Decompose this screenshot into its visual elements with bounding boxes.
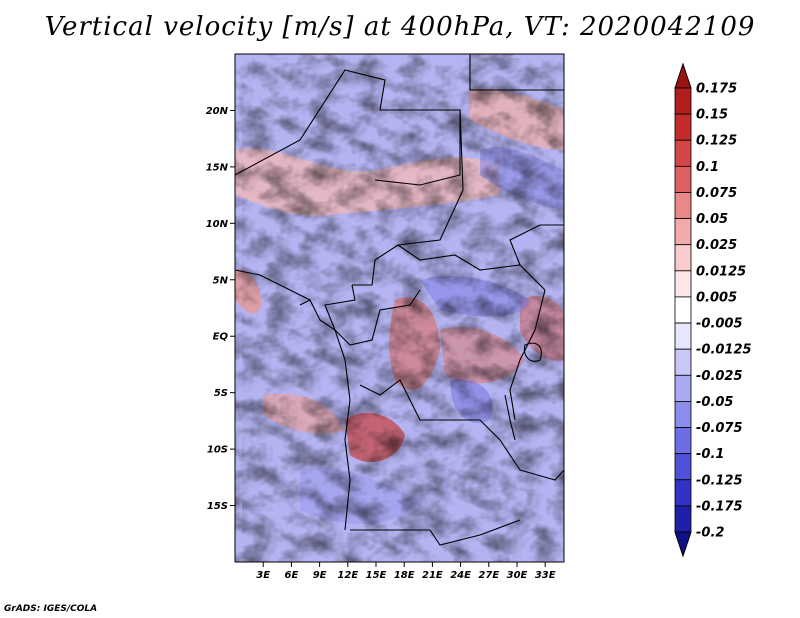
colorbar-label: 0.005 [696, 290, 737, 305]
x-tick-label: 18E [394, 570, 415, 581]
border-namibia-botswana [350, 519, 521, 546]
colorbar-label: 0.175 [696, 82, 737, 97]
border-angola-namibia [344, 439, 351, 531]
x-tick-label: 3E [256, 570, 270, 581]
colorbar-swatch [674, 348, 692, 376]
colorbar-swatch [674, 505, 692, 533]
x-tick-label: 6E [285, 570, 299, 581]
x-axis-ticks: 3E 6E 9E 12E 15E 18E 21E 24E 27E 30E 33E [256, 562, 556, 581]
colorbar-label: 0.05 [696, 212, 728, 227]
y-tick-label: 10N [206, 219, 229, 230]
colorbar-swatch [674, 165, 692, 193]
x-tick-label: 30E [507, 570, 528, 581]
y-tick-label: 5N [213, 275, 229, 286]
colorbar-label: -0.175 [696, 499, 743, 514]
colorbar-label: -0.2 [696, 526, 724, 541]
y-axis-ticks: 20N 15N 10N 5N EQ 5S 10S 15S [206, 106, 235, 512]
colorbar-swatch [674, 453, 692, 481]
grads-credit: GrADS: IGES/COLA [4, 604, 98, 614]
colorbar-swatch [674, 322, 692, 350]
colorbar-bottom-arrow [674, 531, 692, 558]
lake-tanganyika [504, 394, 516, 441]
y-tick-label: 10S [207, 445, 228, 456]
colorbar-label: 0.125 [696, 134, 737, 149]
colorbar-label: -0.125 [696, 473, 743, 488]
y-tick-label: 15N [206, 162, 229, 173]
colorbar-swatch [674, 139, 692, 167]
colorbar-swatch [674, 374, 692, 402]
colorbar: 0.175 0.15 0.125 0.1 0.075 0.05 0.025 0.0125 0.0… [674, 62, 752, 558]
x-tick-label: 9E [313, 570, 327, 581]
colorbar-label: -0.025 [696, 369, 743, 384]
y-tick-label: EQ [213, 332, 229, 343]
colorbar-swatch [674, 296, 692, 324]
colorbar-top-arrow [674, 62, 692, 89]
x-tick-label: 15E [366, 570, 387, 581]
border-drc-east [509, 289, 546, 421]
border-libya-egypt [469, 54, 564, 91]
country-borders [235, 54, 564, 546]
colorbar-swatch [674, 244, 692, 272]
colorbar-label: 0.0125 [696, 264, 746, 279]
map-title: Vertical velocity [m/s] at 400hPa, VT: 2… [44, 12, 756, 42]
colorbar-label: -0.05 [696, 395, 733, 410]
lake-victoria [523, 342, 542, 362]
colorbar-label: -0.075 [696, 421, 743, 436]
colorbar-label: 0.15 [696, 108, 728, 123]
colorbar-swatch [674, 192, 692, 219]
colorbar-label: -0.0125 [696, 343, 752, 358]
y-tick-label: 15S [207, 501, 228, 512]
border-congo [334, 289, 421, 346]
x-tick-label: 21E [422, 570, 443, 581]
border-niger [235, 69, 461, 186]
border-car [397, 244, 546, 291]
colorbar-label: -0.1 [696, 447, 724, 462]
field-texture-blue [242, 58, 564, 562]
colorbar-swatch [674, 113, 692, 141]
colorbar-label: 0.1 [696, 160, 719, 175]
x-tick-label: 33E [535, 570, 556, 581]
vertical-velocity-field [235, 54, 564, 562]
colorbar-swatch [674, 218, 692, 246]
colorbar-swatch [674, 401, 692, 428]
border-sudan [509, 224, 564, 266]
colorbar-swatch [674, 87, 692, 115]
border-mozambique [519, 469, 564, 481]
colorbar-label: 0.075 [696, 186, 737, 201]
x-tick-label: 24E [450, 570, 471, 581]
coast-gulf-guinea [235, 269, 311, 301]
colorbar-swatch [674, 427, 692, 455]
colorbar-label: -0.005 [696, 317, 743, 332]
x-tick-label: 12E [337, 570, 358, 581]
border-cameroon [324, 284, 356, 331]
border-angola-drc [359, 379, 521, 471]
colorbar-swatch [674, 270, 692, 298]
y-tick-label: 5S [214, 388, 228, 399]
colorbar-swatch [674, 479, 692, 507]
map-frame [234, 53, 565, 563]
colorbar-label: 0.025 [696, 238, 737, 253]
y-tick-label: 20N [206, 106, 229, 117]
x-tick-label: 27E [478, 570, 499, 581]
